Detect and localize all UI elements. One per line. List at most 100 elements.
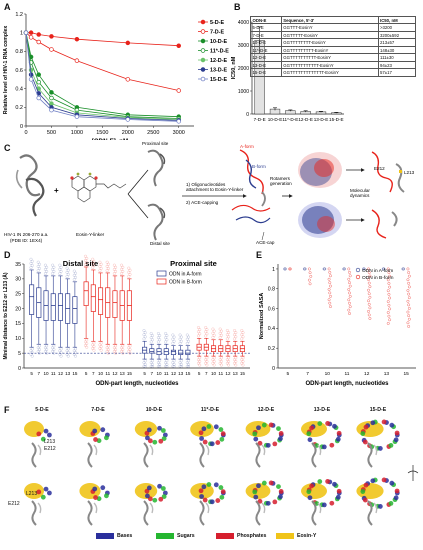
d-outlier <box>233 361 237 365</box>
table-row: 12-D-E GGTTTTTTTTTT-EosinY 111±30 <box>250 53 416 62</box>
d-outlier <box>45 351 49 355</box>
d-outlier <box>30 354 34 358</box>
d-outlier <box>179 335 183 339</box>
f-structure-top <box>245 421 284 468</box>
d-outlier <box>178 337 182 341</box>
e-data-point <box>367 302 371 306</box>
f-protein-ribbon <box>93 502 98 514</box>
f-nucleotide-sphere <box>213 482 219 488</box>
e-data-point <box>406 267 410 271</box>
e-data-point <box>407 317 411 321</box>
d-xtick-label: 5 <box>198 371 201 376</box>
d-outlier <box>92 341 96 345</box>
d-outlier <box>204 334 208 338</box>
d-outlier <box>73 271 77 275</box>
a-data-point <box>74 36 80 42</box>
e-data-point <box>387 282 391 285</box>
d-outlier <box>142 337 146 341</box>
d-outlier <box>172 359 176 363</box>
a-legend-marker <box>200 29 206 34</box>
d-outlier <box>114 351 118 355</box>
d-outlier <box>43 267 47 271</box>
f-nucleotide-sphere <box>278 489 284 494</box>
d-outlier <box>212 359 216 363</box>
f-nucleotide-sphere <box>145 435 150 441</box>
d-outlier <box>65 266 69 270</box>
f-structure-top <box>134 421 168 468</box>
table-cell-odn: 11*-D-E <box>250 45 282 55</box>
a-data-point <box>23 30 29 35</box>
f-protein-ribbon <box>311 500 317 526</box>
d-outlier <box>241 359 245 363</box>
d-outlier <box>51 263 55 267</box>
d-outlier <box>234 359 238 363</box>
f-nucleotide-sphere <box>265 442 271 448</box>
f-structure-top <box>24 421 52 468</box>
d-outlier <box>212 356 216 360</box>
f-nucleotide-sphere <box>47 432 52 438</box>
d-box <box>72 296 78 324</box>
d-xtick-label: 12 <box>112 371 118 376</box>
a-data-point <box>176 119 181 124</box>
e-data-point <box>362 267 366 271</box>
d-legend-label: ODN in B-form <box>169 280 202 286</box>
e-data-point <box>309 274 313 278</box>
e-ytick-label: 1 <box>272 267 275 273</box>
table-cell-odn: 15-D-E <box>250 68 282 77</box>
a-legend-label: 15-D-E <box>210 77 227 83</box>
a-ytick-label: 0.8 <box>15 49 23 55</box>
f-nucleotide-sphere <box>160 428 166 433</box>
d-outlier <box>218 327 222 331</box>
d-xtick-label: 7 <box>92 371 95 376</box>
a-legend-marker <box>200 67 206 72</box>
e-data-point <box>388 296 392 300</box>
a-legend-label: 7-D-E <box>210 30 224 36</box>
d-box <box>50 293 56 321</box>
a-legend-marker <box>200 48 206 53</box>
f-nucleotide-sphere <box>100 427 106 433</box>
f-res-label: E212 <box>44 446 56 452</box>
d-xtick-label: 5 <box>85 371 88 376</box>
e-legend-marker <box>355 274 361 280</box>
f-nucleotide-sphere <box>360 489 366 494</box>
d-outlier <box>36 264 40 268</box>
d-outlier <box>85 261 89 265</box>
f-nucleotide-sphere <box>160 486 166 491</box>
d-outlier <box>143 331 147 335</box>
f-nucleotide-sphere <box>317 421 323 426</box>
d-outlier <box>85 338 89 342</box>
d-outlier <box>37 262 41 266</box>
d-outlier <box>204 330 208 334</box>
d-outlier <box>73 347 77 351</box>
a-legend-marker <box>200 76 206 82</box>
d-outlier <box>98 260 102 264</box>
e-data-point <box>407 296 411 300</box>
e-data-point <box>323 267 327 271</box>
d-outlier <box>227 359 231 363</box>
f-structure-bottom <box>301 479 342 526</box>
e-data-point <box>367 309 370 313</box>
e-data-point <box>327 277 331 281</box>
f-column-label: 7-D-E <box>91 407 105 413</box>
d-outlier <box>218 331 222 335</box>
d-outlier <box>112 346 116 350</box>
d-outlier <box>233 333 237 337</box>
d-outlier <box>106 351 110 355</box>
d-outlier <box>219 363 223 367</box>
f-nucleotide-sphere <box>36 489 42 495</box>
d-outlier <box>158 338 162 342</box>
d-outlier <box>85 256 89 260</box>
d-outlier <box>212 363 216 367</box>
d-outlier <box>66 268 70 272</box>
e-data-point <box>327 298 331 302</box>
res-e212-label: E212 <box>374 166 385 171</box>
a-series-line <box>25 32 179 119</box>
a-data-point <box>49 90 54 95</box>
d-outlier <box>186 365 190 369</box>
d-outlier <box>178 364 182 368</box>
f-nucleotide-sphere <box>213 424 219 430</box>
e-data-point <box>406 278 410 282</box>
f-nucleotide-sphere <box>199 494 204 499</box>
d-outlier <box>211 327 215 331</box>
d-outlier <box>106 348 110 352</box>
